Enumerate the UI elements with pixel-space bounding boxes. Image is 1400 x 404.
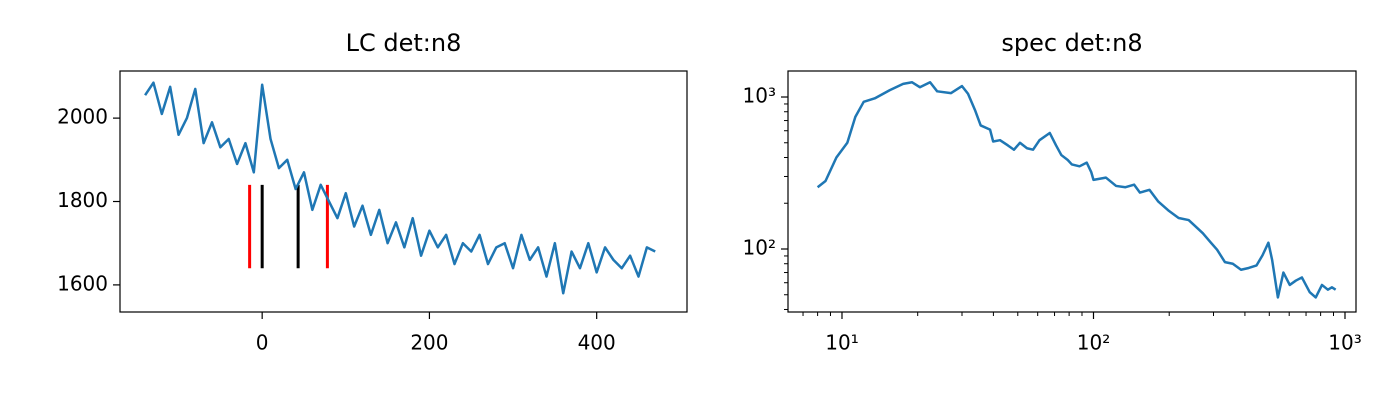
- y-tick-label: 10³: [743, 84, 776, 108]
- y-tick-label: 1800: [57, 188, 108, 212]
- x-tick-label: 10¹: [825, 331, 858, 355]
- data-line: [816, 81, 1337, 299]
- y-tick-label: 10²: [743, 235, 776, 259]
- x-tick-label: 0: [256, 331, 269, 355]
- chart-title: spec det:n8: [1001, 29, 1142, 57]
- axes-frame: [787, 70, 1357, 313]
- x-tick-label: 10²: [1077, 331, 1110, 355]
- y-tick-label: 1600: [57, 271, 108, 295]
- data-line: [144, 81, 656, 295]
- x-tick-label: 200: [410, 331, 448, 355]
- x-tick-label: 400: [578, 331, 616, 355]
- axes-frame: [119, 70, 688, 313]
- y-tick-label: 2000: [57, 105, 108, 129]
- chart-title: LC det:n8: [346, 29, 462, 57]
- x-tick-label: 10³: [1328, 331, 1361, 355]
